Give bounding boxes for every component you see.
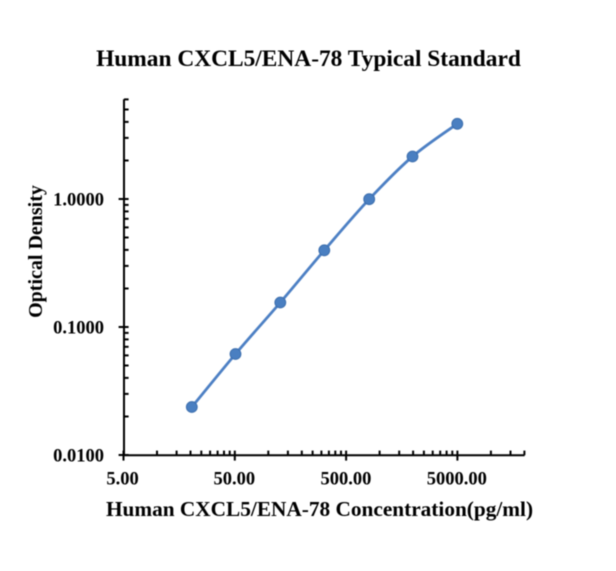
svg-text:Human CXCL5/ENA-78 Concentrati: Human CXCL5/ENA-78 Concentration(pg/ml) <box>106 497 533 521</box>
svg-text:1.0000: 1.0000 <box>53 190 104 210</box>
svg-text:Human CXCL5/ENA-78 Typical Sta: Human CXCL5/ENA-78 Typical Standard <box>96 46 521 72</box>
svg-text:0.0100: 0.0100 <box>53 447 104 467</box>
svg-text:5.00: 5.00 <box>106 469 138 489</box>
svg-text:500.00: 500.00 <box>320 469 371 489</box>
svg-text:Optical Density: Optical Density <box>25 185 47 318</box>
svg-text:50.00: 50.00 <box>213 469 255 489</box>
svg-text:5000.00: 5000.00 <box>427 469 487 489</box>
svg-text:0.1000: 0.1000 <box>53 319 104 339</box>
